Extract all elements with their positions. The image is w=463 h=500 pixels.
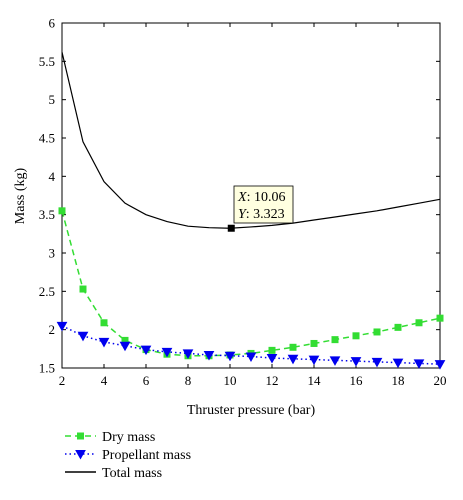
y-tick-label: 2 [49,322,56,337]
axis-ticks: 2 4 6 8 10 12 14 16 18 20 1.5 2 2.5 3 3.5 4 4.5 5 5.5 6 [39,16,447,389]
x-tick-label: 8 [185,373,192,388]
x-tick-label: 6 [143,373,150,388]
y-tick-label: 5 [49,92,56,107]
y-axis-label: Mass (kg) [13,167,28,224]
dry-mass-point [79,285,87,293]
legend-item-propellant-mass: Propellant mass [65,448,191,463]
y-tick-label: 3 [49,246,56,261]
x-tick-label: 20 [434,373,447,388]
propellant-mass-point [287,354,299,365]
y-tick-label: 6 [49,16,56,31]
propellant-mass-point [266,354,278,364]
propellant-mass-point [392,358,404,369]
propellant-mass-point [413,359,425,369]
total-mass-line [61,51,441,229]
propellant-mass-point [140,345,152,356]
dry-mass-point [415,319,423,327]
propellant-mass-point [98,337,110,348]
propellant-mass-point [434,360,446,370]
propellant-mass-point [161,347,173,358]
series-layer [56,51,446,370]
propellant-mass-point [308,355,320,366]
x-tick-label: 16 [350,373,364,388]
x-tick-label: 14 [308,373,322,388]
legend-marker [75,450,86,460]
dry-mass-point [100,319,108,327]
x-tick-label: 18 [392,373,405,388]
propellant-mass-point [371,357,383,368]
propellant-mass-point [77,331,89,342]
data-tip: X: 10.06 Y: 3.323 [227,185,294,232]
dry-mass-point [58,207,66,215]
series-total-mass [61,51,441,229]
legend-label: Dry mass [102,430,155,445]
dry-mass-point [289,343,297,351]
y-tick-label: 5.5 [39,54,55,69]
propellant-mass-point [245,352,257,363]
legend-label: Propellant mass [102,448,191,463]
datatip-marker [227,224,235,232]
x-tick-label: 2 [59,373,66,388]
y-tick-label: 2.5 [39,284,55,299]
dry-mass-point [394,323,402,331]
propellant-mass-point [203,350,215,361]
dry-mass-point [352,332,360,340]
propellant-mass-point [119,341,131,352]
y-tick-label: 1.5 [39,361,55,376]
x-axis-label: Thruster pressure (bar) [187,403,316,418]
propellant-mass-point [329,356,341,366]
legend-marker [77,432,84,440]
x-tick-label: 10 [224,373,237,388]
dry-mass-point [331,336,339,344]
dry-mass-point [373,328,381,336]
propellant-mass-point [56,321,68,332]
y-tick-label: 4.5 [39,131,55,146]
legend: Dry mass Propellant mass Total mass [65,430,191,481]
datatip-y: Y: 3.323 [238,207,285,222]
dry-mass-point [310,339,318,347]
legend-label: Total mass [102,466,162,481]
series-propellant-mass [56,321,446,370]
x-tick-label: 12 [266,373,279,388]
datatip-x: X: 10.06 [237,190,285,205]
propellant-mass-point [182,349,194,359]
legend-item-dry-mass: Dry mass [65,430,155,445]
y-tick-label: 4 [49,169,56,184]
propellant-mass-point [224,351,236,362]
x-tick-label: 4 [101,373,108,388]
y-tick-label: 3.5 [39,207,55,222]
datatip-box [233,185,294,224]
dry-mass-point [436,314,444,322]
dry-mass-point [268,346,276,354]
legend-item-total-mass: Total mass [65,466,162,481]
propellant-mass-point [350,357,362,367]
